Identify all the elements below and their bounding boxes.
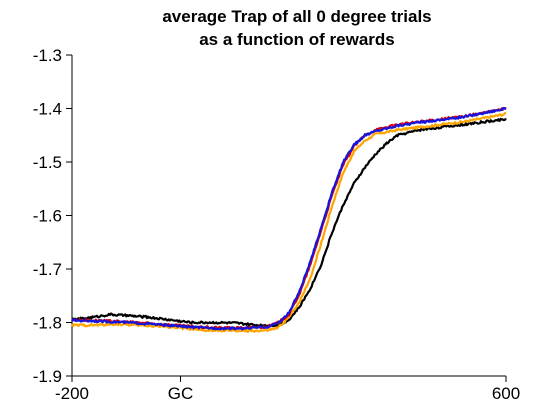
series-line-blue	[71, 106, 507, 331]
y-tick-label: -1.7	[33, 260, 62, 279]
y-tick-label: -1.8	[33, 314, 62, 333]
axes: -1.3 -1.4 -1.5 -1.6 -1.7 -1.8 -1.9-200 GC 600	[33, 46, 520, 403]
chart-title-line-2: as a function of rewards	[199, 30, 395, 49]
x-tick-label: 600	[492, 384, 520, 403]
series-line-black	[71, 117, 507, 328]
y-tick-label: -1.4	[33, 100, 62, 119]
y-tick-label: -1.9	[33, 367, 62, 386]
x-tick-label: GC	[168, 384, 194, 403]
y-tick-label: -1.5	[33, 153, 62, 172]
y-tick-label: -1.3	[33, 46, 62, 65]
chart-title-line-1: average Trap of all 0 degree trials	[162, 7, 431, 26]
series-line-red	[71, 106, 507, 330]
x-tick-label: -200	[55, 384, 89, 403]
series-line-orange	[71, 111, 507, 333]
y-tick-label: -1.6	[33, 207, 62, 226]
series-layer	[71, 106, 507, 333]
